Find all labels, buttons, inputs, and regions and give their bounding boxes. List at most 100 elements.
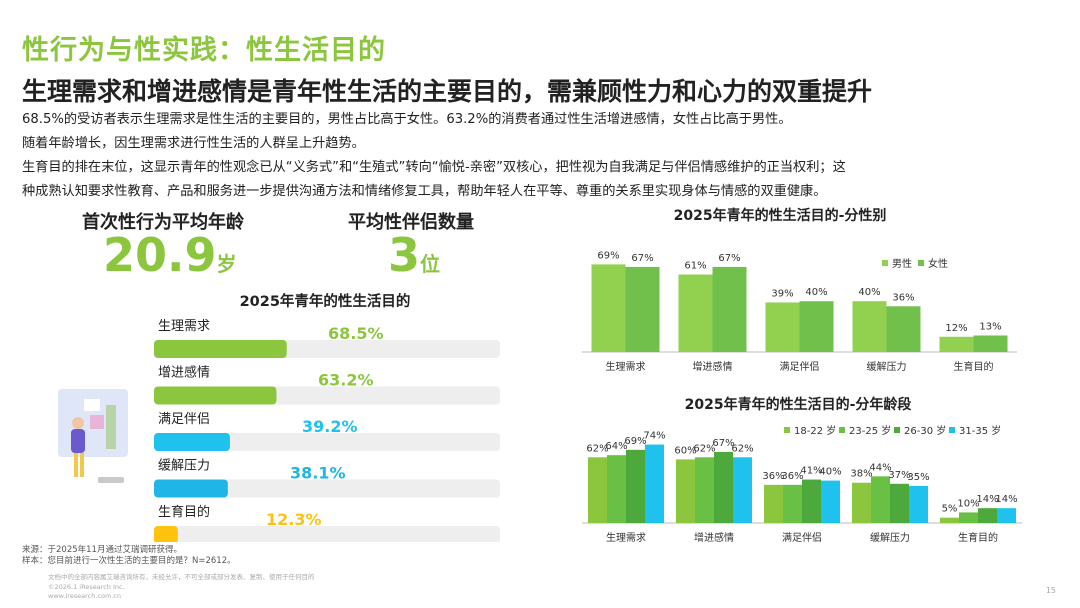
legend-swatch [949,427,955,433]
bar [852,482,871,523]
data-label: 13% [979,321,1001,332]
bar [978,508,997,523]
data-label: 62% [586,443,608,454]
data-label: 41% [800,466,822,477]
bar [154,526,178,542]
category-label: 满足伴侣 [780,360,820,373]
legend-label: 31-35 岁 [959,424,1001,437]
data-label: 67% [718,253,740,264]
website: www.iresearch.com.cn [48,592,122,600]
footer-source: 来源：于2025年11月通过艾瑞调研获得。 样本：您目前进行一次性生活的主要目的… [22,545,236,567]
data-label: 67% [631,253,653,264]
bar [909,485,928,523]
bar-track [154,526,500,542]
category-label: 生育目的 [158,504,210,520]
person-leg-left [74,453,78,477]
page-subtitle: 生理需求和增进感情是青年性生活的主要目的，需兼顾性力和心力的双重提升 [22,77,873,106]
chart-by-gender: 2025年青年的性生活目的-分性别 69% 67% 生理需求 61% 67% 增进感情 39… [582,207,1017,373]
category-label: 生理需求 [606,360,646,373]
category-label: 缓解压力 [158,459,210,474]
bar [588,457,607,523]
first-sex-age-value: 20.9岁 [103,228,237,282]
body-text-line-4: 种成熟认知要求性教育、产品和服务进一步提供沟通方法和情绪修复工具，帮助年轻人在平… [22,184,827,199]
data-label: 40% [858,287,880,298]
data-label: 69% [597,250,619,261]
legend-label: 23-25 岁 [849,424,891,437]
bar [997,508,1016,523]
person-painting-illustration [58,389,128,483]
bar [973,335,1008,352]
data-label: 37% [888,470,910,481]
legend-label: 男性 [892,257,912,270]
category-label: 增进感情 [158,365,210,381]
legend-swatch [784,427,790,433]
data-label: 39% [771,288,793,299]
partner-count-number: 3 [388,228,421,282]
bar [783,484,802,523]
bar [890,483,909,523]
data-label: 12% [945,323,967,334]
footer-fine-print: 文档中的全部内容属艾瑞咨询所有，未经允许，不可全部或部分发表、复制、使用于任何目… [48,573,315,602]
data-label: 61% [684,261,706,272]
data-label: 60% [674,445,696,456]
data-label: 36% [892,292,914,303]
category-label: 生理需求 [158,319,210,334]
bar [678,274,713,352]
data-label: 39.2% [302,417,358,436]
floor-shadow [98,477,124,483]
bar [154,433,230,451]
chart-gender-title: 2025年青年的性生活目的-分性别 [674,207,887,224]
bar [676,459,695,523]
legend-label: 18-22 岁 [794,424,836,437]
bar [591,264,626,352]
bar [765,302,800,352]
page-title: 性行为与性实践：性生活目的 [22,35,386,66]
legend-label: 26-30 岁 [904,424,946,437]
bar [645,444,664,523]
body-text-line-3: 生育目的排在末位，这显示青年的性观念已从“义务式”和“生殖式”转向“愉悦-亲密”… [22,160,846,175]
legend-label: 女性 [928,257,948,270]
category-label: 增进感情 [693,360,733,373]
data-label: 62% [731,443,753,454]
partner-count-value: 3位 [388,228,440,282]
partner-count-unit: 位 [420,252,441,276]
legend-swatch [894,427,900,433]
page-number: 15 [1045,586,1056,595]
category-label: 满足伴侣 [158,412,210,427]
chart-overall: 2025年青年的性生活目的 生理需求 68.5% 增进感情 63.2% 满足伴侣 39.2… [154,292,500,542]
chart-age-title: 2025年青年的性生活目的-分年龄段 [685,396,912,413]
category-label: 增进感情 [694,531,734,544]
data-label: 40% [819,467,841,478]
data-label: 5% [942,504,958,515]
data-label: 35% [907,472,929,483]
bar [625,266,660,352]
category-label: 满足伴侣 [782,531,822,544]
data-label: 44% [869,462,891,473]
category-label: 缓解压力 [867,360,907,373]
data-label: 69% [624,436,646,447]
chart-by-age: 2025年青年的性生活目的-分年龄段 62%64%69%74%生理需求60%62… [582,396,1022,544]
partner-count-label: 平均性伴侣数量 [348,212,474,233]
first-sex-age-unit: 岁 [216,252,237,276]
source-note: 来源：于2025年11月通过艾瑞调研获得。 [22,545,182,555]
data-label: 62% [693,443,715,454]
data-label: 63.2% [318,371,374,390]
first-sex-age-label: 首次性行为平均年龄 [82,212,244,233]
bar [940,517,959,523]
data-label: 74% [643,431,665,442]
body-text-line-2: 随着年龄增长，因生理需求进行性生活的人群呈上升趋势。 [22,136,365,151]
category-label: 生育目的 [954,360,994,373]
bar [607,455,626,523]
bar [764,484,783,523]
data-label: 12.3% [266,510,322,529]
copyright-notice: 文档中的全部内容属艾瑞咨询所有，未经允许，不可全部或部分发表、复制、使用于任何目… [48,573,315,581]
bar [626,449,645,523]
canvas-block-pink [90,415,104,429]
data-label: 14% [995,494,1017,505]
bar [695,457,714,523]
bar [959,512,978,523]
data-label: 36% [762,471,784,482]
category-label: 生育目的 [958,531,998,544]
bar [733,457,752,523]
canvas-block-white [84,399,100,411]
